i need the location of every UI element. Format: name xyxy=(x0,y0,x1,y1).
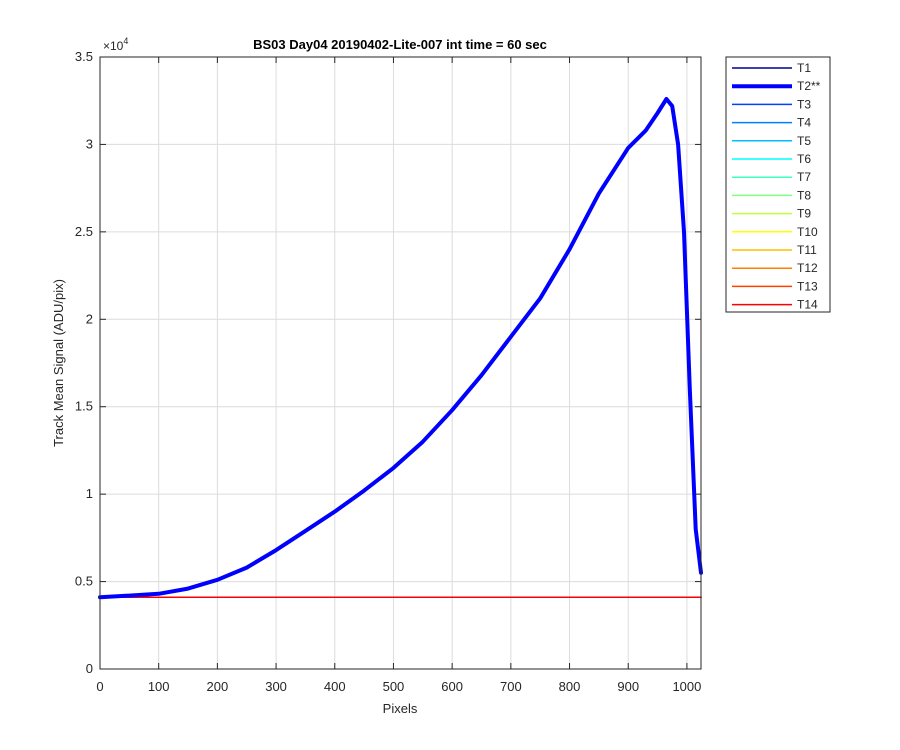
y-exponent-label: ×104 xyxy=(103,36,128,53)
legend-label: T14 xyxy=(797,298,818,312)
y-tick-label: 1.5 xyxy=(75,399,93,414)
legend-box xyxy=(725,56,831,313)
x-axis-label: Pixels xyxy=(383,701,418,716)
x-tick-label: 900 xyxy=(617,679,639,694)
legend-label: T9 xyxy=(797,207,811,221)
x-tick-label: 300 xyxy=(265,679,287,694)
y-axis: 0 0.5 1 1.5 2 2.5 3 3.5 xyxy=(75,49,701,676)
legend-label: T8 xyxy=(797,188,811,202)
legend-label: T7 xyxy=(797,170,811,184)
y-axis-label: Track Mean Signal (ADU/pix) xyxy=(51,279,66,447)
legend-label: T13 xyxy=(797,279,818,293)
legend-label: T1 xyxy=(797,61,811,75)
series-layer xyxy=(98,97,703,600)
legend-label: T4 xyxy=(797,116,811,130)
x-tick-label: 700 xyxy=(500,679,522,694)
legend-label: T6 xyxy=(797,152,811,166)
legend-label: T2** xyxy=(797,79,821,93)
x-tick-label: 100 xyxy=(148,679,170,694)
x-tick-label: 1000 xyxy=(672,679,701,694)
x-tick-label: 500 xyxy=(383,679,405,694)
x-tick-label: 0 xyxy=(96,679,103,694)
chart-title: BS03 Day04 20190402-Lite-007 int time = … xyxy=(253,37,547,52)
y-tick-label: 3.5 xyxy=(75,49,93,64)
y-tick-label: 1 xyxy=(86,486,93,501)
y-tick-label: 0 xyxy=(86,661,93,676)
x-tick-label: 600 xyxy=(441,679,463,694)
x-axis: 0 100 200 300 400 500 600 700 800 900 1000 xyxy=(96,57,701,694)
legend: T1 T2** T3 T4 T5 T6 T7 T8 T9 T10 T11 T12 T13 T14 xyxy=(725,56,831,313)
plot-area xyxy=(100,57,701,669)
y-tick-label: 2.5 xyxy=(75,224,93,239)
y-tick-label: 0.5 xyxy=(75,574,93,589)
legend-label: T10 xyxy=(797,225,818,239)
x-tick-label: 800 xyxy=(559,679,581,694)
y-tick-label: 2 xyxy=(86,311,93,326)
legend-label: T5 xyxy=(797,134,811,148)
legend-label: T3 xyxy=(797,97,811,111)
y-tick-label: 3 xyxy=(86,136,93,151)
legend-label: T11 xyxy=(797,243,817,257)
series-line-t2 xyxy=(98,97,703,600)
legend-label: T12 xyxy=(797,261,818,275)
x-tick-label: 200 xyxy=(207,679,229,694)
plot-frame xyxy=(99,56,702,670)
x-tick-label: 400 xyxy=(324,679,346,694)
